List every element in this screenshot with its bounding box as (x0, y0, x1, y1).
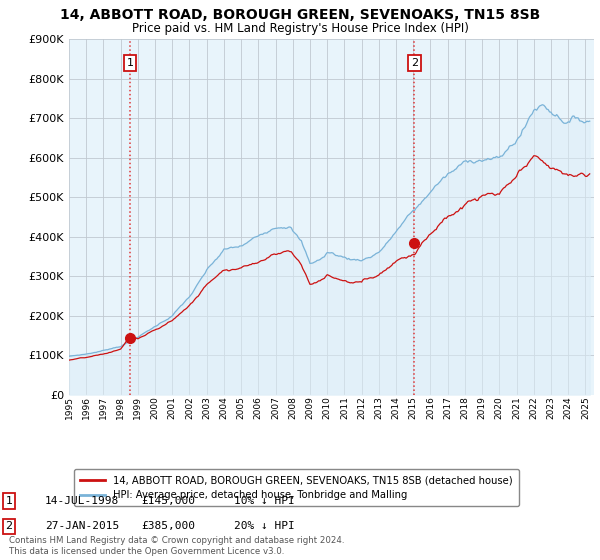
Text: Contains HM Land Registry data © Crown copyright and database right 2024.
This d: Contains HM Land Registry data © Crown c… (9, 536, 344, 556)
Text: 2: 2 (411, 58, 418, 68)
Text: Price paid vs. HM Land Registry's House Price Index (HPI): Price paid vs. HM Land Registry's House … (131, 22, 469, 35)
Text: £145,000: £145,000 (141, 496, 195, 506)
Text: 14, ABBOTT ROAD, BOROUGH GREEN, SEVENOAKS, TN15 8SB: 14, ABBOTT ROAD, BOROUGH GREEN, SEVENOAK… (60, 8, 540, 22)
Text: 10% ↓ HPI: 10% ↓ HPI (234, 496, 295, 506)
Text: 20% ↓ HPI: 20% ↓ HPI (234, 521, 295, 531)
Text: £385,000: £385,000 (141, 521, 195, 531)
Text: 27-JAN-2015: 27-JAN-2015 (45, 521, 119, 531)
Text: 1: 1 (127, 58, 133, 68)
Text: 1: 1 (5, 496, 13, 506)
Text: 2: 2 (5, 521, 13, 531)
Legend: 14, ABBOTT ROAD, BOROUGH GREEN, SEVENOAKS, TN15 8SB (detached house), HPI: Avera: 14, ABBOTT ROAD, BOROUGH GREEN, SEVENOAK… (74, 469, 518, 506)
Text: 14-JUL-1998: 14-JUL-1998 (45, 496, 119, 506)
